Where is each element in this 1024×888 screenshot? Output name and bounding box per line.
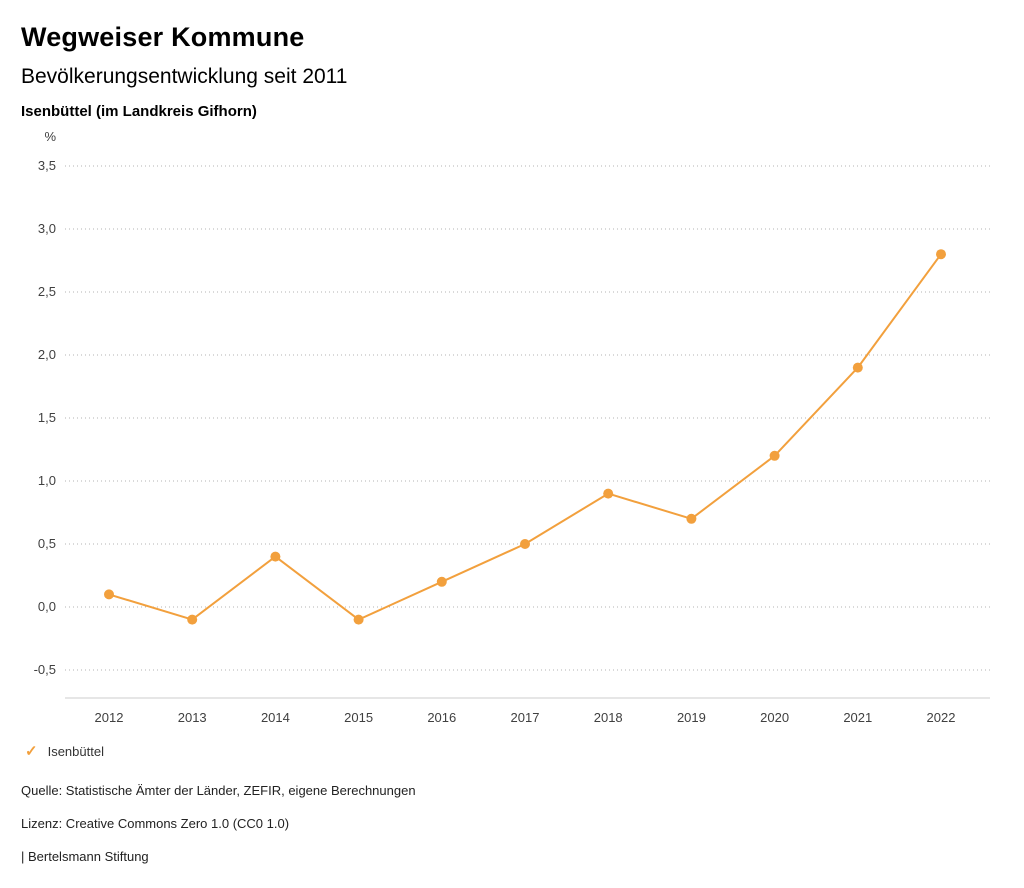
legend-item-label: Isenbüttel — [47, 743, 104, 759]
brand-note: | Bertelsmann Stiftung — [21, 849, 149, 864]
series-line — [108, 253, 942, 621]
data-point-marker — [270, 551, 281, 562]
check-icon: ✓ — [25, 742, 38, 760]
y-axis-tick-label: 3,0 — [38, 221, 56, 236]
page-title: Wegweiser Kommune — [21, 22, 305, 52]
legend: ✓ Isenbüttel — [0, 741, 1024, 761]
data-point-marker — [686, 513, 697, 524]
y-axis-tick-label: 0,5 — [38, 536, 56, 551]
y-axis-tick-label: -0,5 — [34, 662, 56, 677]
x-axis-tick-label: 2022 — [927, 710, 956, 725]
data-point-marker — [520, 539, 530, 549]
y-axis-tick-label: 0,0 — [38, 599, 56, 614]
data-point-marker — [936, 249, 946, 260]
y-axis-tick-label: 1,5 — [38, 410, 56, 425]
y-axis-tick-label: 2,5 — [38, 284, 56, 299]
header: Wegweiser Kommune Bevölkerungsentwicklun… — [0, 0, 1024, 120]
data-point-marker — [769, 450, 780, 461]
x-axis-tick-label: 2018 — [594, 710, 623, 725]
data-point-marker — [104, 589, 114, 600]
source-note: Quelle: Statistische Ämter der Länder, Z… — [21, 783, 416, 798]
x-axis-tick-label: 2017 — [511, 710, 540, 725]
y-axis-tick-label: 2,0 — [38, 347, 56, 362]
x-axis-tick-label: 2014 — [261, 710, 290, 725]
y-axis-tick-label: 3,5 — [38, 158, 56, 173]
line-chart: 3,5 3,0 2,5 2,0 1,5 1,0 0,5 0,0 -0,5% 2012 2013 201… — [34, 129, 990, 725]
data-point-marker — [187, 614, 198, 625]
y-axis-unit-label: % — [44, 129, 56, 144]
data-point-marker — [353, 614, 364, 625]
chart-title: Bevölkerungsentwicklung seit 2011 — [21, 65, 348, 88]
x-axis-tick-label: 2020 — [760, 710, 789, 725]
x-axis-tick-label: 2013 — [178, 710, 207, 725]
data-point-marker — [436, 576, 447, 587]
x-axis-tick-label: 2012 — [95, 710, 124, 725]
y-axis-tick-label: 1,0 — [38, 473, 56, 488]
license-note: Lizenz: Creative Commons Zero 1.0 (CC0 1… — [21, 816, 290, 831]
x-axis-tick-label: 2021 — [843, 710, 872, 725]
data-point-marker — [603, 488, 614, 499]
x-axis-tick-label: 2016 — [427, 710, 456, 725]
x-axis-tick-label: 2019 — [677, 710, 706, 725]
footer: Quelle: Statistische Ämter der Länder, Z… — [0, 783, 1024, 864]
x-axis-tick-label: 2015 — [344, 710, 373, 725]
chart-area: 3,5 3,0 2,5 2,0 1,5 1,0 0,5 0,0 -0,5% 2012 2013 201… — [0, 126, 1024, 739]
data-point-marker — [852, 362, 863, 373]
chart-location-subtitle: Isenbüttel (im Landkreis Gifhorn) — [21, 103, 257, 120]
